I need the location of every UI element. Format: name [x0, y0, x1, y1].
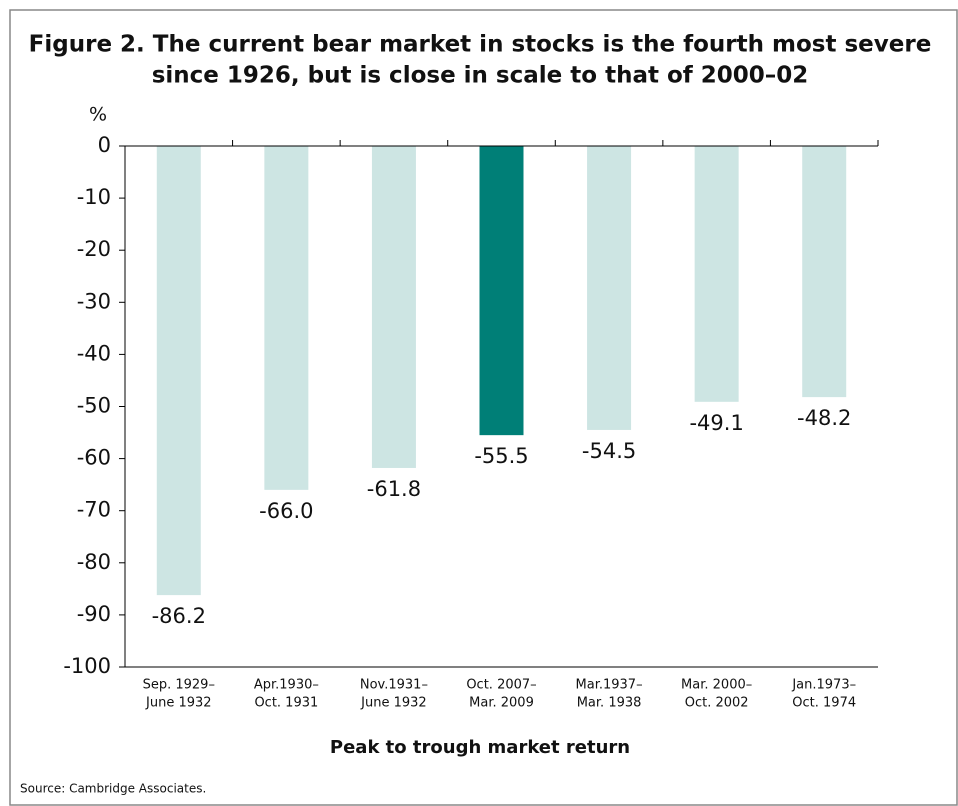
bar [587, 146, 632, 430]
y-tick-label: -80 [77, 550, 111, 574]
value-label: -48.2 [797, 406, 851, 430]
bar [802, 146, 847, 398]
x-tick-label: June 1932 [145, 696, 212, 711]
y-tick-label: -90 [77, 602, 111, 626]
x-tick-label: Mar. 2009 [469, 696, 534, 711]
source: Source: Cambridge Associates. [20, 782, 206, 796]
y-tick-label: -60 [77, 446, 111, 470]
x-tick-label: Mar. 1938 [577, 696, 642, 711]
y-tick-label: -10 [77, 185, 111, 209]
x-tick-label: June 1932 [360, 696, 427, 711]
x-tick-label: Oct. 2002 [685, 696, 749, 711]
value-label: -61.8 [367, 477, 421, 501]
bar [479, 146, 524, 436]
value-label: -54.5 [582, 439, 636, 463]
x-tick-label: Oct. 1974 [792, 696, 856, 711]
x-tick-label: Mar.1937– [576, 678, 643, 693]
x-tick-label: Apr.1930– [254, 678, 319, 693]
bar [264, 146, 309, 490]
bar [371, 146, 416, 468]
x-tick-label: Oct. 1931 [254, 696, 318, 711]
y-tick-label: 0 [98, 133, 111, 157]
y-unit: % [89, 104, 107, 126]
x-tick-label: Nov.1931– [360, 678, 428, 693]
bar [694, 146, 739, 402]
y-tick-label: -70 [77, 498, 111, 522]
x-tick-label: Jan.1973– [791, 678, 856, 693]
value-label: -66.0 [259, 499, 313, 523]
bar [156, 146, 201, 596]
value-label: -86.2 [152, 604, 206, 628]
y-tick-label: -30 [77, 289, 111, 313]
chart-title: since 1926, but is close in scale to tha… [152, 63, 809, 89]
x-tick-label: Sep. 1929– [143, 678, 215, 693]
y-tick-label: -100 [63, 654, 111, 678]
y-tick-label: -20 [77, 237, 111, 261]
value-label: -55.5 [474, 444, 528, 468]
frame [9, 9, 958, 806]
x-axis-label: Peak to trough market return [330, 737, 630, 758]
x-tick-label: Mar. 2000– [681, 678, 752, 693]
chart-title: Figure 2. The current bear market in sto… [29, 32, 932, 58]
value-label: -49.1 [689, 411, 743, 435]
x-tick-label: Oct. 2007– [466, 678, 536, 693]
y-tick-label: -50 [77, 394, 111, 418]
y-tick-label: -40 [77, 341, 111, 365]
